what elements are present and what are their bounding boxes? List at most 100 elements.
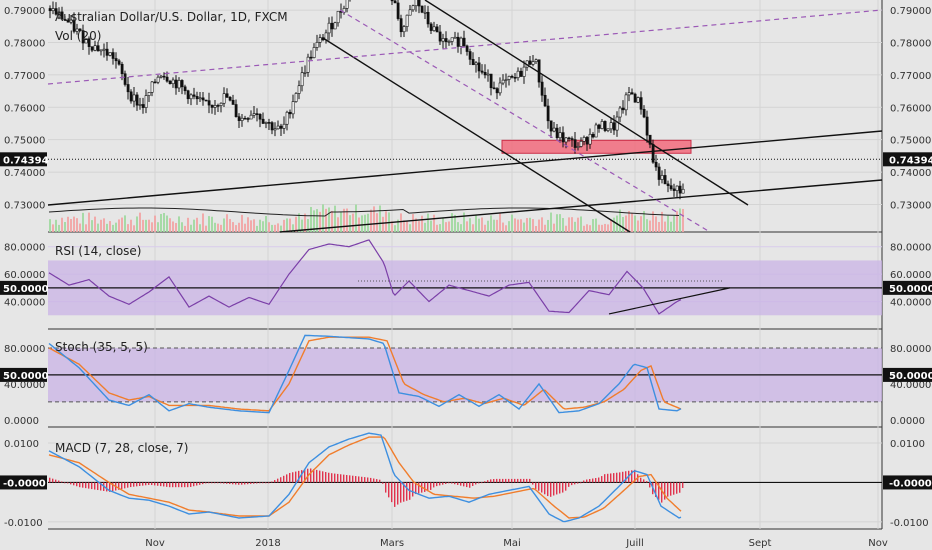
candle[interactable] [675, 185, 679, 191]
candle[interactable] [228, 96, 232, 101]
candle[interactable] [564, 137, 568, 143]
candle[interactable] [114, 58, 118, 62]
candle[interactable] [273, 128, 277, 131]
candle[interactable] [474, 62, 478, 66]
candle[interactable] [447, 41, 451, 43]
candle[interactable] [651, 143, 655, 163]
candle[interactable] [96, 45, 100, 52]
candle[interactable] [75, 28, 79, 32]
candle[interactable] [231, 99, 235, 105]
candle[interactable] [54, 8, 58, 15]
candle[interactable] [108, 52, 112, 56]
candle[interactable] [129, 91, 133, 102]
candle[interactable] [516, 70, 520, 78]
candle[interactable] [627, 92, 631, 96]
candle[interactable] [264, 122, 268, 124]
candle[interactable] [294, 93, 298, 102]
candle[interactable] [561, 132, 565, 143]
candle[interactable] [411, 5, 415, 11]
price-pane[interactable] [47, 0, 883, 233]
candle[interactable] [435, 26, 439, 33]
candle[interactable] [336, 10, 340, 24]
candle[interactable] [417, 0, 421, 7]
candle[interactable] [591, 133, 595, 138]
candle[interactable] [183, 86, 187, 92]
candle[interactable] [600, 121, 604, 129]
candlestick-series[interactable] [48, 0, 685, 200]
candle[interactable] [105, 48, 109, 56]
candle[interactable] [60, 11, 64, 20]
candle[interactable] [93, 45, 97, 51]
candle[interactable] [513, 77, 517, 79]
candle[interactable] [327, 22, 331, 34]
candle[interactable] [555, 127, 559, 139]
candle[interactable] [660, 175, 664, 180]
candle[interactable] [462, 37, 466, 47]
candle[interactable] [276, 125, 280, 130]
candle[interactable] [174, 79, 178, 89]
candle[interactable] [492, 87, 496, 90]
candle[interactable] [621, 107, 625, 111]
candle[interactable] [246, 118, 250, 120]
candle[interactable] [681, 188, 685, 194]
candle[interactable] [345, 0, 349, 9]
candle[interactable] [222, 93, 226, 104]
candle[interactable] [192, 94, 196, 97]
candle[interactable] [495, 88, 499, 94]
candle[interactable] [489, 73, 493, 89]
trend-line[interactable] [322, 37, 631, 233]
candle[interactable] [138, 104, 142, 106]
candle[interactable] [483, 72, 487, 76]
candle[interactable] [453, 36, 457, 39]
candle[interactable] [315, 42, 319, 48]
candle[interactable] [648, 134, 652, 145]
candle[interactable] [402, 26, 406, 33]
candle[interactable] [480, 70, 484, 73]
candle[interactable] [195, 96, 199, 100]
candle[interactable] [549, 120, 553, 132]
candle[interactable] [636, 97, 640, 103]
candle[interactable] [468, 51, 472, 60]
candle[interactable] [120, 63, 124, 75]
candle[interactable] [225, 93, 229, 98]
candle[interactable] [123, 73, 127, 85]
candle[interactable] [534, 59, 538, 62]
candle[interactable] [126, 84, 130, 93]
candle[interactable] [51, 8, 55, 12]
candle[interactable] [156, 76, 160, 83]
candle[interactable] [678, 185, 682, 194]
candle[interactable] [282, 123, 286, 129]
candle[interactable] [663, 175, 667, 185]
candle[interactable] [288, 111, 292, 115]
trend-line[interactable] [279, 179, 883, 233]
candle[interactable] [303, 72, 307, 74]
candle[interactable] [57, 11, 61, 15]
candle[interactable] [150, 81, 154, 93]
candle[interactable] [216, 105, 220, 107]
candle[interactable] [573, 139, 577, 148]
candle[interactable] [135, 94, 139, 106]
candle[interactable] [579, 141, 583, 147]
candle[interactable] [165, 76, 169, 82]
candle[interactable] [531, 61, 535, 65]
candle[interactable] [177, 80, 181, 89]
candle[interactable] [306, 56, 310, 73]
candle[interactable] [210, 104, 214, 108]
candle[interactable] [234, 104, 238, 117]
stoch-k-line[interactable] [48, 334, 682, 414]
candle[interactable] [546, 105, 550, 122]
candle[interactable] [396, 2, 400, 19]
candle[interactable] [279, 125, 283, 129]
candle[interactable] [576, 146, 580, 148]
candle[interactable] [594, 124, 598, 138]
candle[interactable] [633, 93, 637, 103]
candle[interactable] [144, 95, 148, 108]
candle[interactable] [504, 79, 508, 81]
candle[interactable] [252, 113, 256, 116]
candle[interactable] [204, 99, 208, 102]
right-price-axis[interactable]: 0.79000 0.78000 0.77000 0.76000 0.75000 0.740… [0, 6, 932, 529]
candle[interactable] [390, 0, 394, 2]
candle[interactable] [213, 105, 217, 108]
candle[interactable] [486, 73, 490, 76]
